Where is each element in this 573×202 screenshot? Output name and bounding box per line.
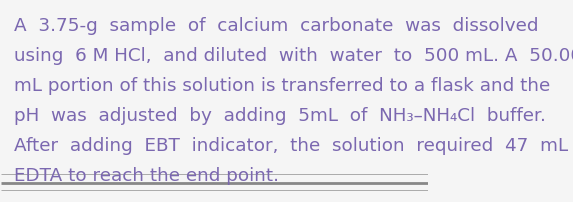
Text: A  3.75-g  sample  of  calcium  carbonate  was  dissolved: A 3.75-g sample of calcium carbonate was… <box>14 17 539 35</box>
Text: pH  was  adjusted  by  adding  5mL  of  NH₃–NH₄Cl  buffer.: pH was adjusted by adding 5mL of NH₃–NH₄… <box>14 107 546 125</box>
Text: EDTA to reach the end point.: EDTA to reach the end point. <box>14 167 279 185</box>
Text: using  6 M HCl,  and diluted  with  water  to  500 mL. A  50.00-: using 6 M HCl, and diluted with water to… <box>14 47 573 65</box>
Text: mL portion of this solution is transferred to a flask and the: mL portion of this solution is transferr… <box>14 77 551 95</box>
Text: After  adding  EBT  indicator,  the  solution  required  47  mL: After adding EBT indicator, the solution… <box>14 137 568 155</box>
